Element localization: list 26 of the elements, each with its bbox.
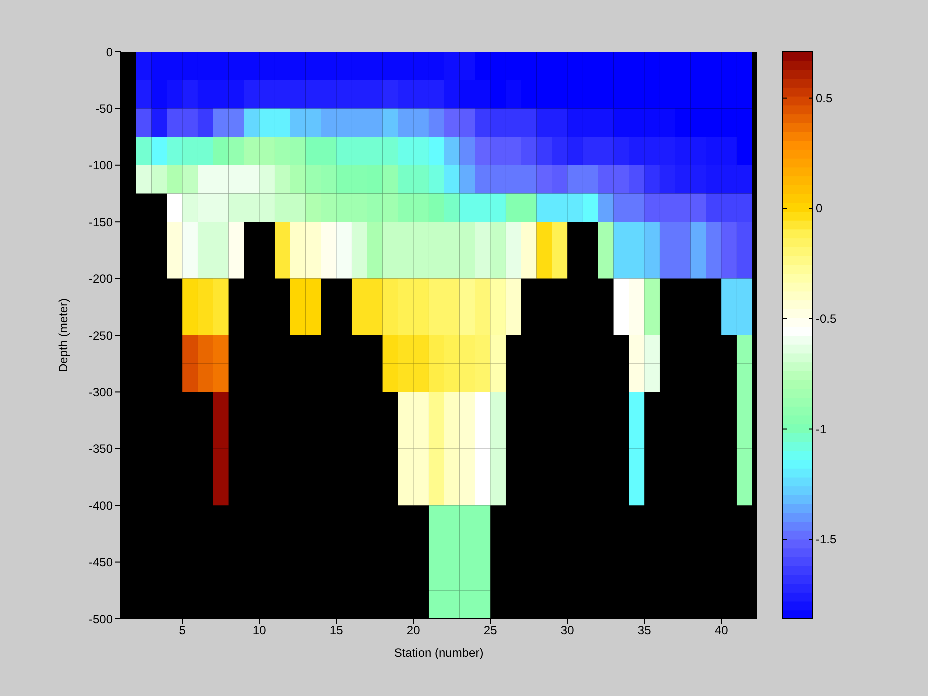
y-tick-label: 0 <box>106 45 114 60</box>
color-bar-label: 0 <box>816 202 823 216</box>
y-tick-label: -250 <box>88 328 114 343</box>
color-bar-label: -0.5 <box>816 312 838 326</box>
x-tick-label: 35 <box>638 624 652 638</box>
y-tick-label: -400 <box>88 498 114 513</box>
y-tick-label: -200 <box>88 272 114 286</box>
y-tick-label: -300 <box>88 385 114 400</box>
color-bar-label: -1.5 <box>816 532 838 547</box>
x-tick-label: 20 <box>406 624 421 638</box>
color-bar-label: 0.5 <box>816 91 834 106</box>
x-tick-label: 25 <box>484 624 498 638</box>
y-tick-label: -350 <box>88 442 114 456</box>
y-tick-label: -50 <box>96 102 114 116</box>
x-axis-title: Station (number) <box>394 646 484 660</box>
y-tick-label: -150 <box>88 215 114 230</box>
x-tick-label: 5 <box>179 624 186 638</box>
y-tick-label: -100 <box>88 158 114 173</box>
color-bar-label: -1 <box>816 422 827 436</box>
y-tick-label: -450 <box>88 556 114 570</box>
x-tick-label: 15 <box>330 624 344 638</box>
y-tick-label: -500 <box>88 612 114 626</box>
x-tick-label: 30 <box>560 624 575 638</box>
x-tick-label: 40 <box>714 624 729 638</box>
y-axis-title: Depth (meter) <box>56 298 70 373</box>
x-tick-label: 10 <box>252 624 267 638</box>
